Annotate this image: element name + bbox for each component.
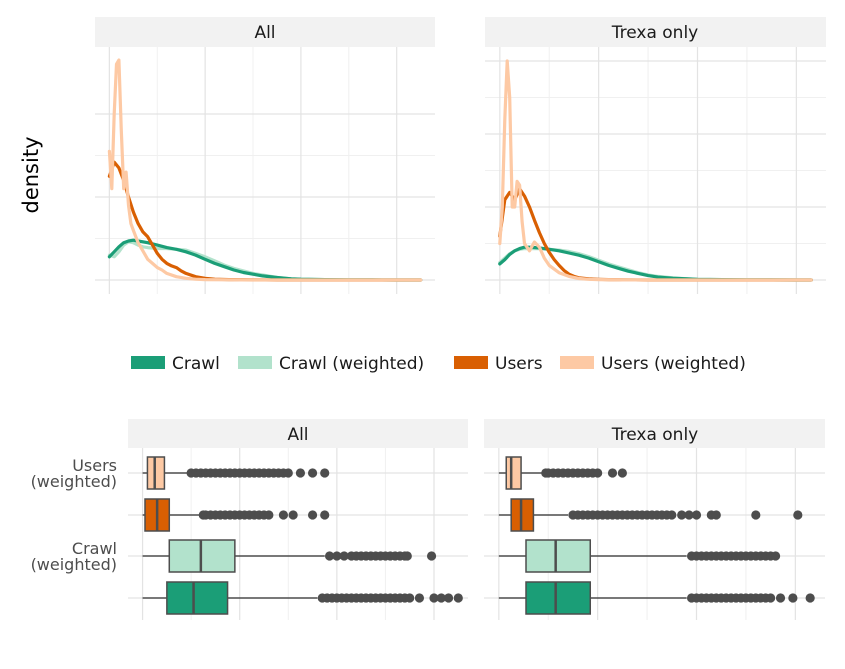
y-category-label: Users (weighted) bbox=[31, 456, 117, 491]
outlier-point bbox=[617, 468, 627, 478]
outlier-point bbox=[788, 593, 798, 603]
legend-label-users: Users bbox=[495, 354, 543, 374]
outlier-point bbox=[320, 468, 330, 478]
legend-label-crawl: Crawl bbox=[172, 354, 220, 374]
outlier-point bbox=[691, 510, 702, 520]
strip-background bbox=[95, 17, 435, 47]
outlier-point bbox=[405, 593, 415, 603]
density-line-users-weighted bbox=[498, 59, 813, 282]
outlier-point bbox=[307, 468, 318, 478]
strip-background bbox=[485, 17, 826, 47]
outlier-point bbox=[593, 468, 603, 478]
density-panel-trexa-only: Trexa only bbox=[485, 17, 826, 294]
legend-item-users-weighted: Users (weighted) bbox=[560, 354, 746, 374]
density-line-crawl-weighted bbox=[107, 240, 423, 282]
box-crawl-weighted bbox=[525, 539, 592, 573]
strip-background bbox=[128, 419, 468, 448]
outlier-point bbox=[751, 510, 761, 520]
outlier-point bbox=[332, 551, 342, 561]
category-label-line: Crawl bbox=[72, 539, 117, 558]
panel-strip-label: All bbox=[287, 425, 308, 445]
density-y-axis-label: density bbox=[19, 137, 43, 214]
strip-background bbox=[484, 419, 825, 448]
outlier-point bbox=[307, 510, 318, 520]
outlier-point bbox=[667, 510, 677, 520]
legend-swatch-users bbox=[454, 356, 488, 369]
legend: Crawl Crawl (weighted) Users Users (weig… bbox=[131, 354, 746, 374]
density-line-users bbox=[498, 187, 813, 282]
outlier-point bbox=[443, 593, 454, 603]
outlier-point bbox=[278, 510, 289, 520]
category-label-line: (weighted) bbox=[31, 555, 117, 574]
panel-strip-label: Trexa only bbox=[611, 425, 699, 445]
outlier-point bbox=[295, 468, 306, 478]
outlier-point bbox=[677, 510, 687, 520]
legend-swatch-users-weighted bbox=[560, 356, 594, 369]
legend-item-users: Users bbox=[454, 354, 543, 374]
density-line-users-weighted bbox=[107, 58, 423, 282]
box-crawl bbox=[525, 581, 592, 615]
outlier-point bbox=[324, 551, 335, 561]
y-category-label: Crawl (weighted) bbox=[31, 539, 117, 574]
legend-item-crawl-weighted: Crawl (weighted) bbox=[238, 354, 424, 374]
outlier-point bbox=[264, 510, 274, 520]
density-panel-all: All bbox=[95, 17, 435, 294]
boxplot-panel-all: All Crawl (weighted)Users (weighted) bbox=[31, 419, 468, 620]
box-crawl bbox=[166, 581, 229, 615]
outlier-point bbox=[684, 510, 694, 520]
outlier-point bbox=[775, 593, 786, 603]
outlier-point bbox=[414, 593, 425, 603]
outlier-point bbox=[711, 510, 721, 520]
legend-swatch-crawl bbox=[131, 356, 165, 369]
panel-strip-label: All bbox=[254, 23, 275, 43]
outlier-point bbox=[793, 510, 803, 520]
outlier-point bbox=[805, 593, 815, 603]
legend-label-users-weighted: Users (weighted) bbox=[601, 354, 746, 374]
outlier-point bbox=[339, 551, 349, 561]
legend-label-crawl-weighted: Crawl (weighted) bbox=[279, 354, 424, 374]
outlier-point bbox=[453, 593, 463, 603]
outlier-point bbox=[770, 551, 781, 561]
category-label-line: (weighted) bbox=[31, 472, 117, 491]
outlier-point bbox=[766, 593, 776, 603]
panel-strip-label: Trexa only bbox=[611, 23, 699, 43]
outlier-point bbox=[436, 593, 446, 603]
outlier-point bbox=[607, 468, 618, 478]
outlier-point bbox=[320, 510, 330, 520]
category-label-line: Users bbox=[72, 456, 117, 475]
legend-swatch-crawl-weighted bbox=[238, 356, 272, 369]
outlier-point bbox=[283, 468, 293, 478]
outlier-point bbox=[402, 551, 412, 561]
outlier-point bbox=[426, 551, 437, 561]
outlier-point bbox=[288, 510, 298, 520]
legend-item-crawl: Crawl bbox=[131, 354, 220, 374]
box-users-weighted bbox=[505, 456, 522, 490]
boxplot-panel-trexa-only: Trexa only bbox=[484, 419, 825, 620]
outlier-point bbox=[429, 593, 439, 603]
density-line-users bbox=[107, 160, 423, 282]
